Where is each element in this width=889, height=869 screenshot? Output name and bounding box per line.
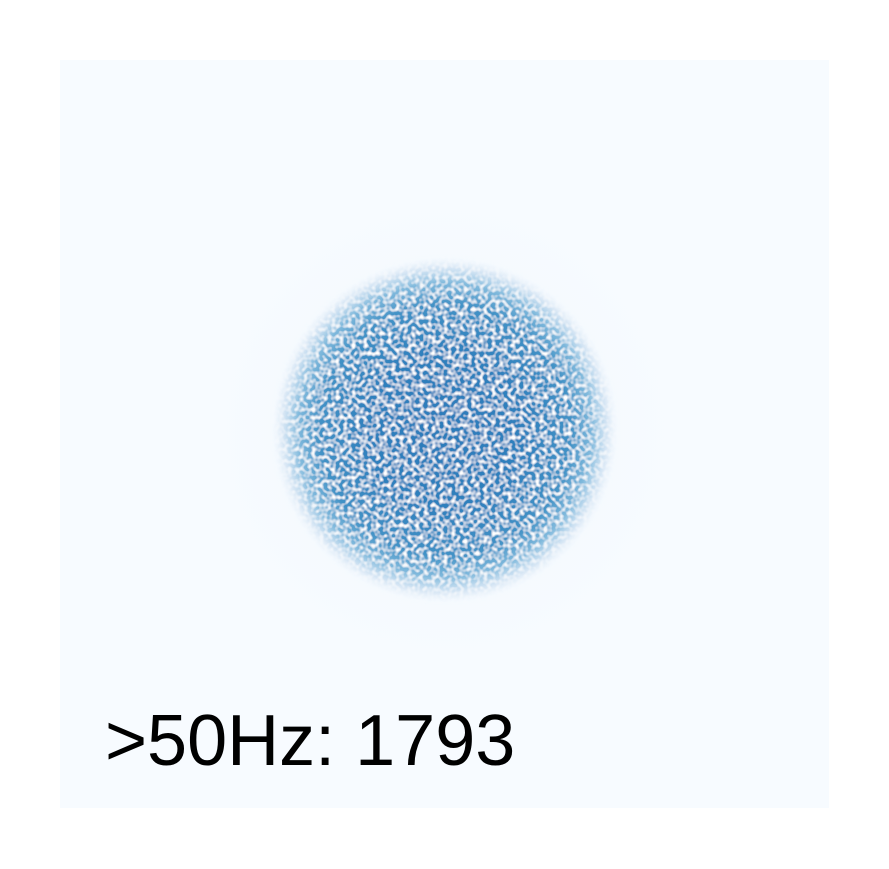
density-blob <box>270 255 620 605</box>
annotation: >50Hz: 1793 <box>105 701 515 781</box>
